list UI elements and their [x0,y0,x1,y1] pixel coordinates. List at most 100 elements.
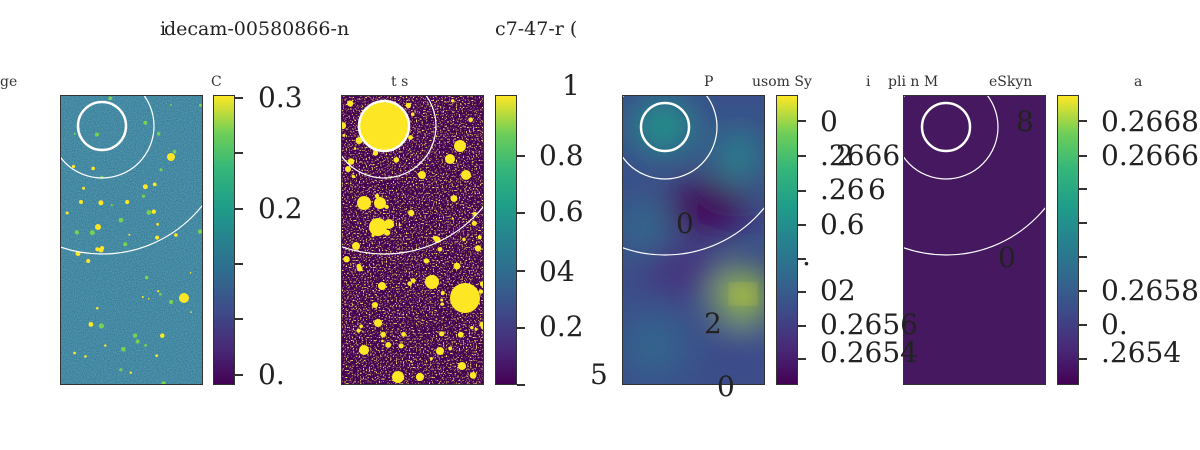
mask-blob [458,362,466,370]
source-dot [144,344,147,347]
colorbar-1 [213,95,235,385]
mask-blob [452,302,459,309]
mask-blob [423,258,430,264]
source-dot [161,381,166,384]
panel4-title-e: a [1134,74,1143,90]
colorbar-2 [495,95,517,385]
source-dot [95,247,100,252]
cb4-label: 0.2668 [1101,105,1199,138]
mask-blob [479,281,483,287]
source-dot [156,132,161,136]
cb1-tick [235,318,243,320]
cb3-tick [798,155,806,157]
cb3-label: .2666 [820,139,901,172]
cb1-label: 0.2 [258,192,303,225]
cb4-label: .2654 [1101,336,1182,369]
mask-blob [457,331,464,338]
source-dot [95,132,99,137]
source-dot [160,333,165,338]
overlay-label: . [802,239,811,272]
cb2-tick [517,212,525,214]
source-dot [98,200,104,206]
mask-blob [374,319,382,327]
mask-blob [451,217,454,220]
source-dot [179,293,189,303]
mask-blob [342,122,347,130]
mask-blob [371,234,375,238]
mask-svg [342,96,483,384]
mask-blob [392,371,404,383]
mask-blob [372,302,378,308]
cb3-label: 0.2656 [820,308,918,341]
mask-blob [405,102,412,109]
source-dot [174,233,178,237]
image-noise-svg [61,96,202,384]
source-dot [121,347,126,352]
mask-blob [437,247,443,252]
figure-title-right: c7-47-r ( [495,18,578,40]
figure-title-left: decam-00580866-n [164,18,350,40]
source-dot [146,210,152,215]
source-dot [152,182,157,187]
cb3-tick [798,325,806,327]
source-dot [135,339,140,344]
cb2-tick [517,270,525,272]
source-dot [74,230,79,235]
cb3-tick [798,190,806,192]
cb2-label: 0.8 [539,139,584,172]
source-dot [125,199,130,205]
source-dot [98,247,104,253]
mask-blob [450,283,480,313]
mask-blob [380,331,386,338]
source-dot [132,333,138,338]
mask-blob [425,275,439,289]
cb3-tick [798,258,806,260]
panel-flat [903,95,1046,385]
mask-blob [474,245,482,252]
mask-blob [372,150,379,156]
mask-blob [416,373,424,381]
cb1-tick [235,208,243,210]
source-dot [156,222,160,226]
cb3-tick [798,224,806,226]
mask-blob [408,135,413,140]
source-dot [190,311,192,313]
panel4-title-b: pli n M [888,74,939,90]
mask-blob [450,195,458,202]
mask-blob [345,166,351,173]
mask-blob [374,197,386,209]
cb2-label: 0.2 [539,310,584,343]
mask-blob [398,343,404,349]
mask-blob [410,278,416,283]
source-dot [142,184,148,190]
mask-blob [408,209,415,217]
panel1-title: C [211,74,222,90]
mask-blob [342,133,346,137]
source-dot [170,103,172,106]
cb3-tick [798,120,806,122]
source-dot [71,164,76,169]
mask-blob [347,158,355,165]
cb2-tick [517,155,525,157]
overlay-label: 0 [998,241,1016,274]
mask-blob [469,372,477,379]
source-dot [172,149,177,154]
mask-blob [468,117,473,122]
mask-blob [374,193,380,199]
overlay-label: 2 [836,139,854,172]
overlay-label: 8 [1016,105,1034,138]
mask-blob [382,230,386,233]
mask-blob [359,345,369,355]
panel4-title-d: eSkyn [989,74,1033,90]
cb1-tick [235,152,243,154]
source-dot [197,229,202,234]
mask-blob [474,327,478,331]
source-dot [143,120,148,125]
mask-blob [440,302,444,306]
overlay-label: 0 [676,207,694,240]
mask-blob [445,154,455,164]
cb4-label: 0.2658 [1101,274,1199,307]
cb3-tick [798,291,806,293]
cb4-tick [1079,290,1087,292]
source-dot [157,290,160,293]
